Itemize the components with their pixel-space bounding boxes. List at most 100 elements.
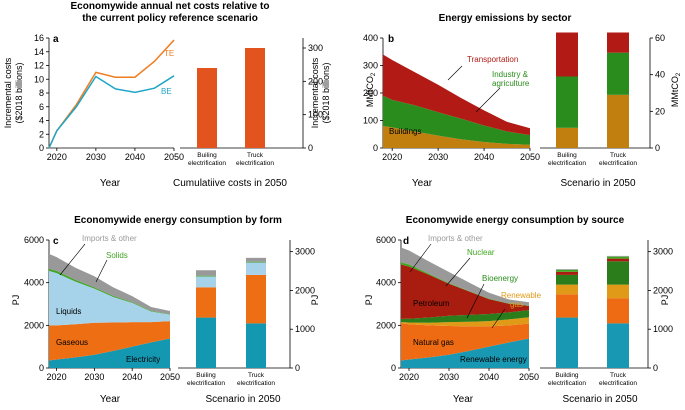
b-area-buildings [383,126,530,148]
label-d-bioenergy: Bioenergy [482,274,518,283]
a-y-tick-label: 12 [34,61,44,71]
d-x-tick-label: 2050 [519,372,539,382]
a-ylabel-right-1: Incremental costs [310,57,320,128]
d-bar-renewable-energy [607,323,629,368]
a-y-tick-label: 10 [34,74,44,84]
label-c-gaseous: Gaseous [56,338,88,347]
panel-a: 2020 2030 2040 2050 0 2 4 6 8 10 12 14 16 0 100 200 300 B… [34,33,323,167]
label-te: TE [164,49,174,58]
a-bar-building [197,68,217,148]
a-y-tick-label: 16 [34,33,44,43]
a-bars-xlabel: Cumulatiive costs in 2050 [173,178,287,189]
c-bar-gaseous [246,274,266,324]
a-y-tick-label: 6 [39,102,44,112]
a-x-tick-label: 2030 [86,152,106,162]
label-industry-1: Industry & [492,70,529,79]
c-x-tick-label: 2030 [84,372,104,382]
d-leader-bioenergy [466,283,485,319]
a-bars-y-tick-label-right: 300 [308,43,323,53]
panel-c: 2020 2030 2040 2050 0 2000 4000 6000 0 1000 2000 30… [24,235,315,387]
a-bars-y-tick-label-right: 0 [308,143,313,153]
a-x-tick-label: 2020 [47,152,67,162]
d-x-tick-label: 2030 [439,372,459,382]
b-bar-buildings [607,94,629,148]
a-x-tick-label: 2050 [164,152,184,162]
c-cat-label: electrification [187,380,225,387]
d-area-renewable-gas [401,317,529,327]
a-cat-label: Truck [247,152,264,159]
b-bar-buildings [556,127,578,148]
d-bar-petroleum [607,258,629,262]
b-leader-transport [447,65,463,81]
a-xlabel: Year [100,178,121,189]
d-bars-y-tick-label-right: 2000 [653,285,673,295]
b-y-tick-label: 0 [373,143,378,153]
d-bar-natural-gas [556,294,578,318]
d-bars-xlabel: Scenario in 2050 [562,394,637,405]
d-xlabel: Year [453,394,474,405]
label-c-liquids: Liquids [56,307,81,316]
b-ylabel-left: MMtCO2 [365,72,377,107]
d-bar-natural-gas [607,298,629,324]
c-bar-gaseous [196,287,216,318]
panel-b: 2020 2030 2040 205001002003004000204060Buil… [363,32,665,167]
d-bars-y-tick-label-right: 3000 [653,247,673,257]
c-x-tick-label: 2050 [160,372,180,382]
c-bar-imports-other [196,270,216,276]
label-c-solids: Solids [106,251,128,260]
d-leader-imports [409,243,432,273]
d-area-bioenergy [401,310,529,323]
d-y-tick-label: 2000 [376,320,396,330]
c-bars-xlabel: Scenario in 2050 [205,394,280,405]
label-c-imports: Imports & other [82,234,137,243]
b-y-tick-label: 200 [363,88,378,98]
a-cat-label: electrification [236,160,274,167]
c-cat-label: electrification [237,380,275,387]
b-x-tick-label: 2040 [474,152,494,162]
c-leader-solids [95,259,108,283]
c-bar-electricity [246,323,266,368]
c-bars-y-tick-label-right: 1000 [295,324,315,334]
a-y-tick-label: 4 [39,116,44,126]
panel-letter-b: b [388,34,394,45]
c-area-imports-other [49,253,170,315]
b-x-tick-label: 2050 [520,152,540,162]
d-ylabel-left: PJ [364,295,374,306]
b-bars-y-tick-label-right: 20 [655,106,665,116]
d-leader-renewable-gas [491,308,506,329]
b-cat-label: electrification [548,160,586,167]
c-cat-label: Truck [248,372,265,379]
c-xlabel: Year [100,394,121,405]
b-cat-label: Builing [557,152,577,159]
panel-letter-d: d [403,236,409,247]
d-x-tick-label: 2040 [479,372,499,382]
a-line-te [48,39,175,149]
title-b: Energy emissions by sector [439,13,572,24]
d-area-petroleum [401,264,529,319]
c-bar-electricity [196,317,216,368]
d-area-natural-gas [401,323,529,361]
d-leader-nuclear [445,257,471,287]
title-a-line2: the current policy reference scenario [82,13,258,24]
d-ylabel-right: PJ [660,295,670,306]
a-ylabel-left-1: Incremental costs [3,57,13,128]
b-bars-y-tick-label-right: 60 [655,33,665,43]
d-cat-label: Building [555,372,579,379]
c-area-electricity [49,338,170,368]
a-ylabel-left-2: ($2018 billions) [14,62,24,123]
c-bar-solids [246,261,266,263]
c-x-tick-label: 2020 [47,372,67,382]
label-d-renewable-gas-2: gas [510,300,523,309]
c-leader-imports [59,243,86,276]
label-buildings: Buildings [389,127,421,136]
label-be: BE [161,87,172,96]
b-cat-label: electrification [599,160,637,167]
a-ylabel-right-2: ($2018 billions) [321,62,331,123]
b-bars-y-tick-label-right: 40 [655,70,665,80]
a-line-be [48,75,175,149]
b-x-tick-label: 2030 [428,152,448,162]
label-d-nuclear: Nuclear [467,248,495,257]
d-bars-y-tick-label-right: 1000 [653,324,673,334]
b-bar-transportation [607,32,629,53]
